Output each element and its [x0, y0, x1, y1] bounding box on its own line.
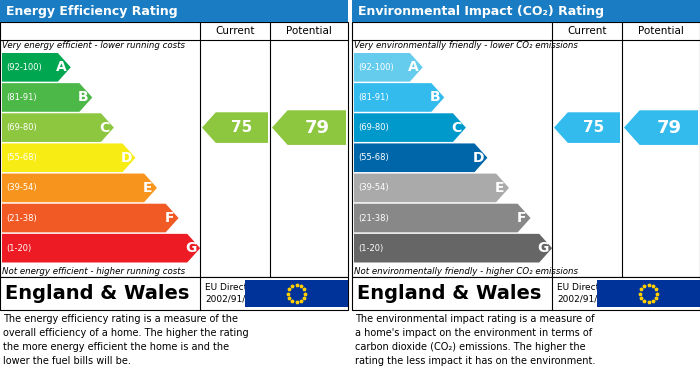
- Text: (39-54): (39-54): [6, 183, 36, 192]
- Bar: [352, 22, 700, 277]
- Text: Not energy efficient - higher running costs: Not energy efficient - higher running co…: [2, 267, 185, 276]
- Text: The environmental impact rating is a measure of
a home's impact on the environme: The environmental impact rating is a mea…: [355, 314, 596, 366]
- Text: C: C: [452, 120, 462, 135]
- Polygon shape: [2, 83, 92, 112]
- Text: England & Wales: England & Wales: [357, 284, 541, 303]
- Bar: [352, 277, 700, 310]
- Polygon shape: [354, 234, 552, 262]
- Text: Current: Current: [567, 26, 607, 36]
- Polygon shape: [354, 143, 487, 172]
- Text: Energy Efficiency Rating: Energy Efficiency Rating: [6, 5, 178, 18]
- Text: (21-38): (21-38): [6, 213, 36, 222]
- Text: Potential: Potential: [638, 26, 684, 36]
- Polygon shape: [554, 112, 620, 143]
- Text: G: G: [186, 241, 197, 255]
- Text: C: C: [99, 120, 110, 135]
- Text: Very environmentally friendly - lower CO₂ emissions: Very environmentally friendly - lower CO…: [354, 41, 578, 50]
- Polygon shape: [2, 174, 157, 202]
- Text: 79: 79: [657, 118, 681, 136]
- Text: Current: Current: [216, 26, 255, 36]
- Polygon shape: [2, 53, 71, 82]
- Text: A: A: [57, 60, 67, 74]
- Polygon shape: [2, 143, 135, 172]
- Polygon shape: [354, 83, 444, 112]
- Text: Not environmentally friendly - higher CO₂ emissions: Not environmentally friendly - higher CO…: [354, 267, 578, 276]
- Text: B: B: [430, 90, 440, 104]
- Text: (92-100): (92-100): [358, 63, 393, 72]
- Bar: [0, 0, 348, 22]
- Bar: [0, 22, 348, 277]
- Polygon shape: [624, 110, 698, 145]
- Text: Environmental Impact (CO₂) Rating: Environmental Impact (CO₂) Rating: [358, 5, 604, 18]
- Text: 75: 75: [583, 120, 605, 135]
- Text: (55-68): (55-68): [6, 153, 36, 162]
- Polygon shape: [2, 234, 200, 262]
- Text: E: E: [144, 181, 153, 195]
- Text: England & Wales: England & Wales: [5, 284, 190, 303]
- Text: (92-100): (92-100): [6, 63, 42, 72]
- Text: (39-54): (39-54): [358, 183, 388, 192]
- Text: B: B: [78, 90, 89, 104]
- Text: 75: 75: [231, 120, 253, 135]
- Text: The energy efficiency rating is a measure of the
overall efficiency of a home. T: The energy efficiency rating is a measur…: [3, 314, 248, 366]
- Polygon shape: [2, 113, 114, 142]
- Polygon shape: [354, 204, 531, 232]
- Text: (81-91): (81-91): [6, 93, 36, 102]
- Text: (69-80): (69-80): [6, 123, 36, 132]
- Text: E: E: [495, 181, 505, 195]
- Bar: [245, 280, 348, 307]
- Text: 79: 79: [304, 118, 329, 136]
- Polygon shape: [354, 53, 423, 82]
- Polygon shape: [354, 174, 509, 202]
- Text: F: F: [164, 211, 174, 225]
- Text: Potential: Potential: [286, 26, 332, 36]
- Text: EU Directive
2002/91/EC: EU Directive 2002/91/EC: [205, 283, 261, 304]
- Text: (69-80): (69-80): [358, 123, 388, 132]
- Polygon shape: [202, 112, 268, 143]
- Text: (55-68): (55-68): [358, 153, 388, 162]
- Bar: [352, 0, 700, 22]
- Text: (1-20): (1-20): [358, 244, 384, 253]
- Polygon shape: [2, 204, 178, 232]
- Text: D: D: [120, 151, 132, 165]
- Text: D: D: [473, 151, 484, 165]
- Text: G: G: [538, 241, 549, 255]
- Polygon shape: [354, 113, 466, 142]
- Text: F: F: [517, 211, 526, 225]
- Text: EU Directive
2002/91/EC: EU Directive 2002/91/EC: [557, 283, 613, 304]
- Polygon shape: [272, 110, 346, 145]
- Text: Very energy efficient - lower running costs: Very energy efficient - lower running co…: [2, 41, 185, 50]
- Text: (1-20): (1-20): [6, 244, 32, 253]
- Bar: [0, 277, 348, 310]
- Text: (81-91): (81-91): [358, 93, 388, 102]
- Text: (21-38): (21-38): [358, 213, 388, 222]
- Text: A: A: [408, 60, 419, 74]
- Bar: [597, 280, 700, 307]
